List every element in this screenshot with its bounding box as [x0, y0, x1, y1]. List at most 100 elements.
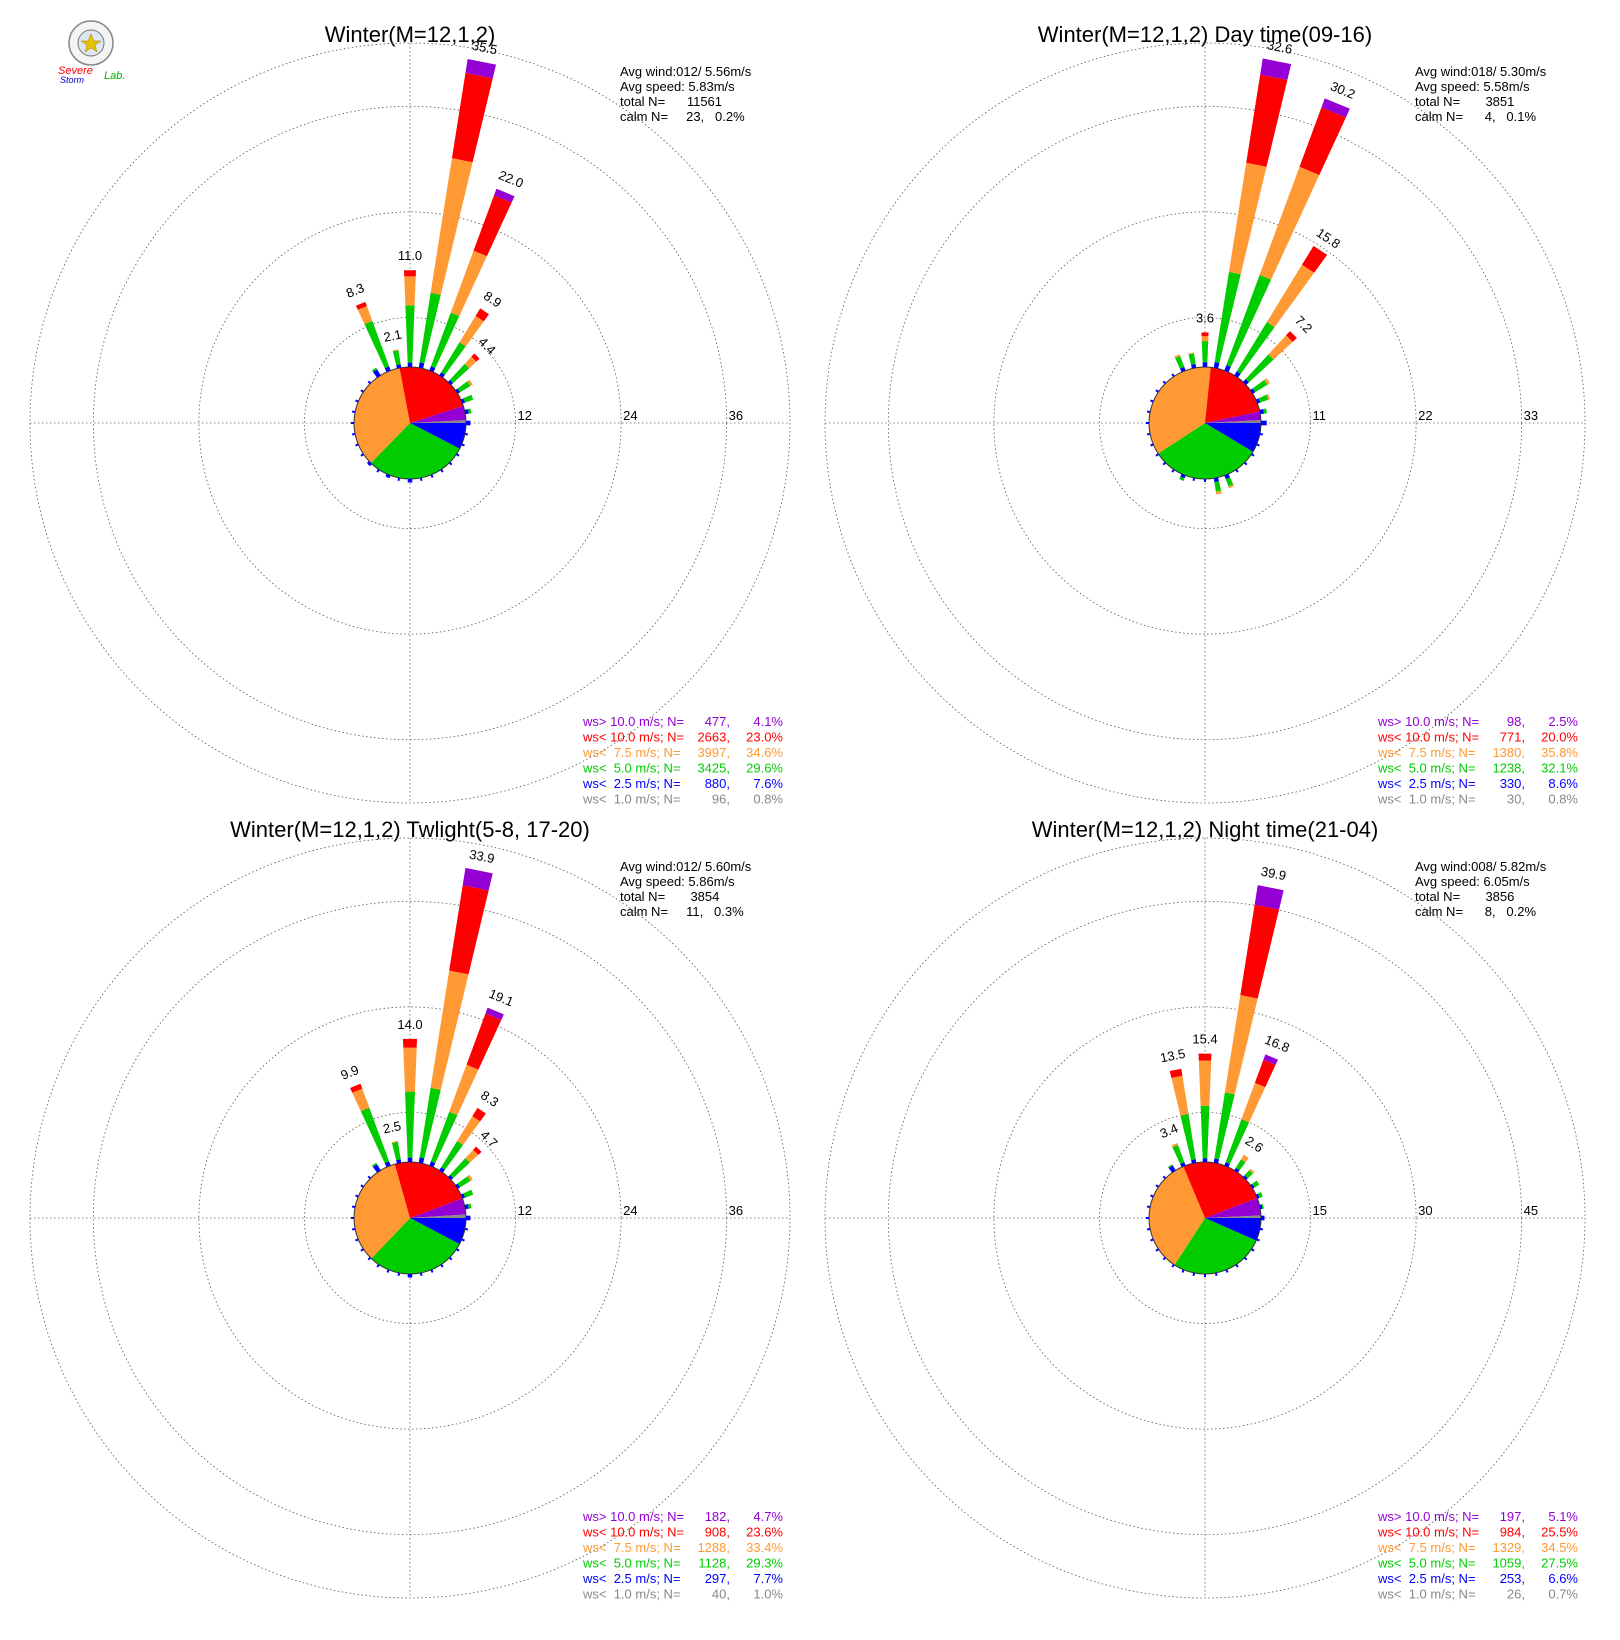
legend-entry: ws< 2.5 m/s; N=: [582, 1571, 681, 1586]
legend-entry: ws< 7.5 m/s; N=: [1377, 745, 1476, 760]
spoke-segment: [1202, 1158, 1208, 1162]
legend-percent: 34.5%: [1541, 1540, 1578, 1555]
legend-count: 297,: [705, 1571, 730, 1586]
pie-sector: [1205, 411, 1261, 423]
spoke-segment: [1224, 365, 1231, 373]
pie-sector: [410, 1218, 467, 1245]
spoke-segment: [1225, 1119, 1250, 1164]
stats-line: Avg speed: 5.83m/s: [620, 79, 735, 94]
rim-tick: [355, 1194, 359, 1198]
rim-tick: [351, 1227, 356, 1231]
legend-count: 40,: [712, 1587, 730, 1602]
spoke-segment: [429, 1161, 436, 1168]
rim-tick: [1155, 389, 1159, 393]
spoke-segment: [449, 1158, 470, 1179]
pie-sector: [354, 1164, 410, 1259]
windrose-panel: Winter(M=12,1,2) 12 24 36 2.1 8.3 11.0 35.5 22.0…: [29, 22, 791, 807]
panels: Winter(M=12,1,2) 12 24 36 2.1 8.3 11.0 35.5 22.0…: [29, 22, 1586, 1602]
rim-tick: [1146, 1205, 1151, 1209]
spoke-segment: [1228, 162, 1267, 275]
windrose-panel: Winter(M=12,1,2) Day time(09-16) 11 22 33 3.…: [824, 22, 1586, 807]
stats-line: calm N= 4, 0.1%: [1415, 109, 1536, 124]
spoke-segment: [1228, 484, 1235, 489]
spoke-segment: [1321, 98, 1350, 118]
legend-percent: 23.6%: [746, 1525, 783, 1540]
ring-tick-label: 12: [518, 1203, 532, 1218]
spoke-segment: [1249, 1168, 1255, 1174]
spoke-segment: [1266, 264, 1315, 328]
legend-percent: 1.0%: [753, 1587, 783, 1602]
spoke-segment: [1243, 379, 1249, 385]
spoke-segment: [360, 1107, 390, 1164]
stats-line: Avg speed: 6.05m/s: [1415, 874, 1530, 889]
spoke-segment: [405, 1091, 415, 1158]
spoke-segment: [455, 388, 461, 394]
spoke-segment: [396, 1159, 402, 1164]
spoke-segment: [1264, 378, 1270, 385]
rim-tick: [360, 1248, 364, 1252]
spoke-segment: [1245, 354, 1274, 383]
rim-tick: [440, 1264, 444, 1268]
rim-tick: [1235, 1264, 1239, 1268]
spoke-segment: [448, 1174, 454, 1180]
spoke-segment: [1175, 356, 1185, 369]
spoke-segment: [1255, 1193, 1260, 1199]
spoke-segment: [1213, 1158, 1220, 1164]
rim-tick: [1171, 373, 1175, 377]
spoke-segment: [466, 1013, 502, 1070]
legend-entry: ws< 2.5 m/s; N=: [1377, 1571, 1476, 1586]
spoke-segment: [449, 1064, 479, 1116]
legend-count: 908,: [705, 1525, 730, 1540]
spoke-segment: [1180, 473, 1186, 479]
spoke-segment: [385, 473, 391, 479]
legend-count: 880,: [705, 776, 730, 791]
range-ring: [198, 211, 622, 635]
spoke-segment: [1198, 1060, 1212, 1106]
windrose-panel: Winter(M=12,1,2) Night time(21-04) 15 30 45…: [824, 817, 1586, 1602]
spoke-segment: [1246, 74, 1288, 167]
ring-tick-label: 36: [729, 1203, 743, 1218]
peak-label: 4.4: [476, 334, 499, 357]
legend-percent: 4.1%: [753, 714, 783, 729]
rim-tick: [448, 461, 453, 466]
rim-tick: [1155, 453, 1159, 457]
peak-label: 16.8: [1263, 1032, 1292, 1056]
spoke-segment: [1243, 1175, 1248, 1180]
spoke-segment: [1202, 362, 1208, 367]
spoke-segment: [407, 362, 413, 367]
spoke-segment: [462, 867, 493, 891]
spoke-segment: [1188, 353, 1196, 365]
spoke-segment: [449, 363, 470, 384]
pie-sector: [1205, 1215, 1261, 1218]
spoke-segment: [1180, 1162, 1186, 1168]
rim-tick: [448, 1256, 453, 1261]
ring-tick-label: 33: [1524, 408, 1538, 423]
rim-tick: [464, 432, 469, 436]
rim-tick: [1256, 1238, 1260, 1242]
legend-percent: 8.6%: [1548, 776, 1578, 791]
peak-label: 8.3: [344, 280, 366, 301]
legend-percent: 27.5%: [1541, 1556, 1578, 1571]
spoke-segment: [407, 1274, 413, 1278]
spoke-segment: [485, 1007, 504, 1021]
logo-text-severe: Severe: [58, 65, 93, 77]
rim-tick: [1162, 1175, 1167, 1180]
ring-tick-label: 11: [1313, 408, 1327, 423]
spoke-segment: [1214, 1092, 1235, 1160]
spoke-segment: [457, 381, 471, 393]
spoke-segment: [1224, 1162, 1230, 1168]
legend-count: 98,: [1507, 714, 1525, 729]
rim-tick: [367, 1256, 372, 1261]
legend-count: 1329,: [1492, 1540, 1525, 1555]
spoke-segment: [450, 250, 487, 317]
stats-line: calm N= 8, 0.2%: [1415, 904, 1536, 919]
spoke-segment: [1250, 1183, 1255, 1189]
spoke-segment: [473, 195, 512, 257]
legend-percent: 32.1%: [1541, 761, 1578, 776]
spoke-segment: [1263, 408, 1267, 414]
legend-entry: ws< 10.0 m/s; N=: [582, 1525, 684, 1540]
legend-entry: ws< 1.0 m/s; N=: [1377, 1587, 1476, 1602]
rim-tick: [1181, 1269, 1185, 1273]
legend-percent: 25.5%: [1541, 1525, 1578, 1540]
